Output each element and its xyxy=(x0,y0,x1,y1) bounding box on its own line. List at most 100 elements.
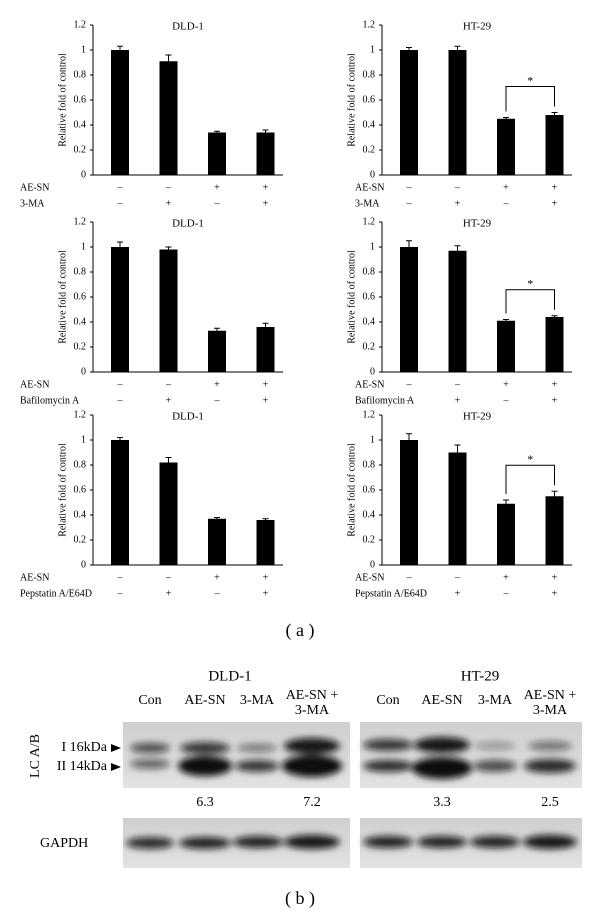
y-axis-label: Relative fold of control xyxy=(346,250,357,344)
condition-label: Pepstatin A/E64D xyxy=(20,588,92,599)
bar xyxy=(159,61,178,175)
bar xyxy=(497,503,515,565)
y-tick-label: 0.4 xyxy=(74,509,87,520)
y-tick-label: 0 xyxy=(81,559,86,570)
y-tick-label: 1 xyxy=(370,44,375,55)
y-tick-label: 0.2 xyxy=(74,144,87,155)
condition-sign: + xyxy=(214,182,220,193)
band-ratio: 7.2 xyxy=(303,795,321,810)
significance-bracket xyxy=(505,86,555,112)
bar xyxy=(159,462,178,565)
bar xyxy=(448,250,467,372)
blot-ylabel: LC A/B xyxy=(28,734,43,778)
y-tick-label: 0.2 xyxy=(74,534,87,545)
condition-sign: – xyxy=(214,588,221,599)
y-tick-label: 1.2 xyxy=(363,216,376,227)
y-tick-label: 0.8 xyxy=(363,459,376,470)
y-tick-label: 0.4 xyxy=(74,316,87,327)
bar xyxy=(545,496,564,565)
panel-label: ( a ) xyxy=(286,620,315,641)
bar xyxy=(159,249,178,372)
condition-sign: – xyxy=(214,198,221,209)
error-bar xyxy=(117,241,123,253)
band-ratio: 3.3 xyxy=(433,795,451,810)
significance-bracket xyxy=(505,464,555,494)
condition-sign: + xyxy=(214,379,220,390)
y-tick-label: 0.6 xyxy=(363,94,376,105)
bar xyxy=(208,330,226,372)
y-tick-label: 1 xyxy=(81,44,86,55)
lane-label: AE-SN xyxy=(421,693,463,708)
error-bar xyxy=(117,437,123,443)
error-bar xyxy=(454,245,461,257)
chart-title: DLD-1 xyxy=(172,21,204,33)
condition-sign: + xyxy=(263,395,269,406)
condition-sign: – xyxy=(165,572,172,583)
condition-sign: – xyxy=(117,395,124,406)
y-axis-label: Relative fold of control xyxy=(57,443,68,537)
condition-sign: – xyxy=(503,198,510,209)
chart-title: DLD-1 xyxy=(172,411,204,423)
condition-sign: – xyxy=(117,572,124,583)
condition-sign: + xyxy=(263,182,269,193)
condition-sign: + xyxy=(263,588,269,599)
condition-sign: + xyxy=(455,198,461,209)
significance-bracket xyxy=(505,289,555,314)
error-bar xyxy=(262,322,269,332)
chart-title: DLD-1 xyxy=(172,218,204,230)
lane-label: AE-SN xyxy=(184,693,226,708)
condition-sign: + xyxy=(503,572,509,583)
error-bar xyxy=(165,457,172,468)
y-tick-label: 0 xyxy=(370,366,375,377)
condition-sign: – xyxy=(454,379,461,390)
bar xyxy=(545,317,564,372)
condition-sign: + xyxy=(503,379,509,390)
y-axis-label: Relative fold of control xyxy=(346,53,357,147)
condition-sign: + xyxy=(552,379,558,390)
condition-sign: – xyxy=(165,182,172,193)
band-ratio: 6.3 xyxy=(196,795,214,810)
condition-sign: + xyxy=(166,198,172,209)
condition-label: 3-MA xyxy=(355,198,380,209)
bar xyxy=(497,118,515,175)
chart-title: HT-29 xyxy=(463,411,492,423)
error-bar xyxy=(406,433,412,447)
y-tick-label: 1.2 xyxy=(363,19,376,30)
bar xyxy=(208,132,226,175)
condition-sign: – xyxy=(117,379,124,390)
y-tick-label: 0.2 xyxy=(363,534,376,545)
blot-title: HT-29 xyxy=(461,668,500,684)
y-tick-label: 1 xyxy=(370,241,375,252)
band-label: I 16kDa xyxy=(62,740,108,755)
y-tick-label: 0.6 xyxy=(74,484,87,495)
loading-label: GAPDH xyxy=(40,836,88,851)
error-bar xyxy=(503,117,509,121)
y-axis-label: Relative fold of control xyxy=(346,443,357,537)
y-tick-label: 0.2 xyxy=(74,341,87,352)
lane-label: AE-SN + 3-MA xyxy=(285,688,339,718)
error-bar xyxy=(454,45,461,55)
y-tick-label: 0 xyxy=(81,366,86,377)
error-bar xyxy=(165,54,172,68)
lane-label: 3-MA xyxy=(477,693,513,708)
significance-label: * xyxy=(527,73,533,87)
condition-label: AE-SN xyxy=(355,379,384,390)
condition-sign: – xyxy=(117,198,124,209)
panel-label: ( b ) xyxy=(285,888,315,909)
error-bar xyxy=(551,112,558,118)
bar xyxy=(448,50,467,175)
condition-sign: + xyxy=(552,572,558,583)
condition-sign: – xyxy=(117,182,124,193)
bar xyxy=(208,518,226,565)
condition-sign: + xyxy=(263,198,269,209)
condition-sign: – xyxy=(406,395,413,406)
bar xyxy=(448,452,467,565)
condition-sign: – xyxy=(406,379,413,390)
y-tick-label: 0.4 xyxy=(74,119,87,130)
y-tick-label: 0.6 xyxy=(363,291,376,302)
bar xyxy=(111,50,129,175)
blot-title: DLD-1 xyxy=(208,668,251,684)
y-tick-label: 1.2 xyxy=(74,19,87,30)
y-axis-label: Relative fold of control xyxy=(57,53,68,147)
